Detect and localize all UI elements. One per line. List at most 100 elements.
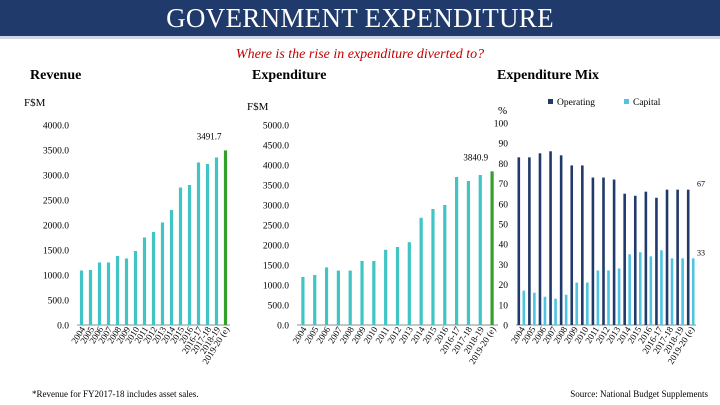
revenue-y-tick-label: 500.0 <box>48 297 70 307</box>
expenditure-y-tick-label: 1000.0 <box>263 282 289 292</box>
legend-swatch-capital <box>624 99 629 104</box>
expenditure-y-tick-label: 500.0 <box>268 302 290 312</box>
mix-bar-capital <box>617 268 621 325</box>
mix-end-label-operating: 67 <box>697 180 705 189</box>
mix-bar-capital <box>660 250 663 325</box>
expenditure-bar <box>407 242 411 325</box>
mix-y-tick-label: 60 <box>499 200 509 210</box>
mix-bar-capital <box>691 258 695 325</box>
mix-bar-capital <box>554 298 557 325</box>
mix-bar-operating <box>559 155 563 325</box>
revenue-bar <box>169 210 174 325</box>
expenditure-y-tick-label: 0.0 <box>277 322 289 332</box>
mix-y-tick-label: 90 <box>499 140 509 150</box>
mix-y-tick-label: 10 <box>499 301 509 311</box>
revenue-bar <box>205 164 210 325</box>
mix-bar-operating <box>570 165 574 325</box>
page-subtitle: Where is the rise in expenditure diverte… <box>235 47 485 62</box>
mix-bar-operating <box>644 191 648 325</box>
revenue-bar <box>196 162 201 325</box>
mix-bar-operating <box>517 157 521 325</box>
revenue-bar <box>223 150 228 325</box>
source-note: Source: National Budget Supplements <box>570 389 708 399</box>
mix-bar-capital <box>575 282 579 325</box>
mix-bar-operating <box>665 189 669 325</box>
mix-bar-capital <box>533 292 536 325</box>
expenditure-bar <box>443 205 447 325</box>
expenditure-bar <box>490 171 494 325</box>
revenue-bar <box>115 256 120 325</box>
expenditure-y-tick-label: 3000.0 <box>263 202 289 212</box>
mix-bar-operating <box>676 189 679 325</box>
expenditure-y-tick-label: 2000.0 <box>263 242 289 252</box>
expenditure-y-tick-label: 4500.0 <box>263 142 289 152</box>
mix-bar-capital <box>564 294 568 325</box>
expenditure-y-tick-label: 3500.0 <box>263 182 289 192</box>
expenditure-y-tick-label: 1500.0 <box>263 262 289 272</box>
mix-bar-operating <box>538 153 542 325</box>
mix-bar-capital <box>596 270 600 325</box>
expenditure-bar <box>324 267 329 325</box>
mix-bar-operating <box>602 177 605 325</box>
mix-bar-capital <box>628 254 631 325</box>
mix-bar-operating <box>549 151 552 325</box>
mix-bar-operating <box>528 157 531 325</box>
mix-y-tick-label: 20 <box>499 281 509 291</box>
expenditure-bar <box>313 275 317 325</box>
mix-bar-operating <box>612 179 616 325</box>
mix-bar-capital <box>586 282 589 325</box>
revenue-y-tick-label: 4000.0 <box>43 122 69 132</box>
revenue-bar <box>142 237 147 325</box>
mix-bar-capital <box>670 258 674 325</box>
expenditure-y-tick-label: 5000.0 <box>263 122 289 132</box>
mix-bar-operating <box>581 165 584 325</box>
revenue-y-tick-label: 1500.0 <box>43 247 69 257</box>
mix-y-tick-label: 50 <box>499 221 509 231</box>
mix-y-tick-label: 70 <box>499 180 509 190</box>
expenditure-y-tick-label: 2500.0 <box>263 222 289 232</box>
revenue-bar <box>151 232 156 325</box>
mix-bar-operating <box>655 197 658 325</box>
mix-y-tick-label: 100 <box>494 120 509 130</box>
revenue-y-unit: F$M <box>24 97 46 109</box>
expenditure-bar <box>455 177 459 325</box>
expenditure-value-label: 3840.9 <box>463 152 488 162</box>
page-title: GOVERNMENT EXPENDITURE <box>166 3 554 33</box>
revenue-value-label: 3491.7 <box>197 131 222 141</box>
expenditure-bar <box>478 175 482 325</box>
mix-bar-operating <box>591 177 595 325</box>
title-bar <box>0 0 720 39</box>
mix-bar-capital <box>522 290 526 325</box>
revenue-y-tick-label: 3500.0 <box>43 147 69 157</box>
revenue-y-tick-label: 3000.0 <box>43 172 69 182</box>
mix-y-tick-label: 0 <box>503 322 508 332</box>
legend-swatch-operating <box>548 99 553 104</box>
mix-bar-operating <box>623 193 626 325</box>
mix-bar-capital <box>638 252 642 325</box>
expenditure-y-tick-label: 4000.0 <box>263 162 289 172</box>
mix-bar-capital <box>649 256 653 325</box>
mix-bar-capital <box>681 258 684 325</box>
revenue-chart-title: Revenue <box>30 68 82 83</box>
revenue-bar <box>124 258 129 325</box>
mix-bar-capital <box>607 270 610 325</box>
revenue-bar <box>133 251 138 325</box>
revenue-bar <box>178 187 183 325</box>
revenue-bar <box>106 262 111 325</box>
mix-y-tick-label: 30 <box>499 261 509 271</box>
mix-end-label-capital: 33 <box>697 248 705 257</box>
revenue-bar <box>97 262 102 325</box>
mix-bar-capital <box>543 296 547 325</box>
legend-label-operating: Operating <box>557 98 595 108</box>
revenue-bar <box>160 222 165 325</box>
mix-bar-operating <box>686 189 690 325</box>
expenditure-bar <box>395 247 400 325</box>
expenditure-mix-chart-title: Expenditure Mix <box>497 68 600 83</box>
expenditure-bar <box>372 261 376 325</box>
expenditure-bar <box>419 217 423 325</box>
revenue-y-tick-label: 2500.0 <box>43 197 69 207</box>
revenue-y-tick-label: 2000.0 <box>43 222 69 232</box>
mix-y-tick-label: 40 <box>499 241 509 251</box>
revenue-bar <box>88 270 93 325</box>
